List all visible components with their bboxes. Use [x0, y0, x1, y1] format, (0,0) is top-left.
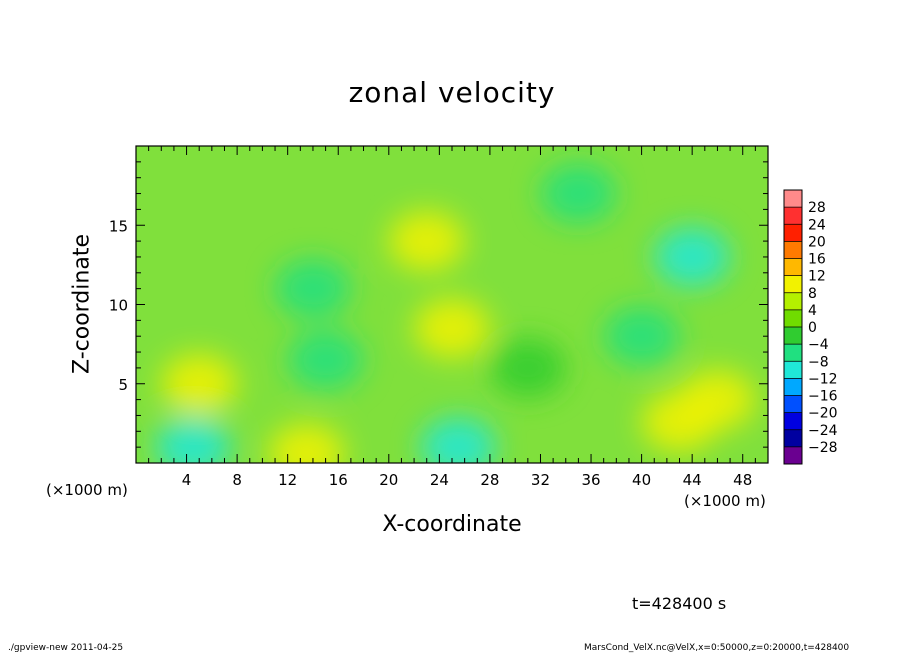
x-tick-label: 12	[278, 471, 297, 489]
colorbar-label: 0	[808, 320, 817, 336]
y-axis-label: Z-coordinate	[69, 234, 95, 374]
footer-source: MarsCond_VelX.nc@VelX,x=0:50000,z=0:2000…	[584, 643, 850, 653]
colorbar-swatch	[784, 190, 802, 208]
colorbar-label: −8	[808, 354, 829, 370]
heatmap-feature	[388, 211, 465, 272]
heatmap-feature	[268, 423, 345, 463]
colorbar-swatch	[784, 241, 802, 259]
heatmap-feature	[274, 258, 351, 319]
x-tick-label: 16	[329, 471, 348, 489]
x-tick-label: 28	[480, 471, 499, 489]
colorbar-swatch	[784, 309, 802, 328]
heatmap-feature	[540, 163, 617, 224]
colorbar-label: −24	[808, 423, 838, 439]
x-unit-label-right: (×1000 m)	[684, 492, 766, 510]
heatmap-feature	[161, 353, 238, 414]
colorbar-label: −20	[808, 406, 838, 422]
colorbar-swatch	[784, 361, 802, 379]
colorbar-swatch	[784, 344, 802, 362]
y-tick-label: 5	[118, 376, 128, 394]
colorbar-swatch	[784, 275, 802, 294]
x-axis: 4 8 12 16 20 24 28 32 36 40 44 48	[148, 146, 756, 489]
colorbar-swatch	[784, 292, 802, 311]
colorbar-label: 20	[808, 234, 826, 250]
colorbar-swatch	[784, 429, 802, 448]
colorbar-label: −12	[808, 371, 838, 387]
colorbar-label: 4	[808, 303, 817, 319]
colorbar-swatch	[784, 258, 802, 277]
colorbar-swatch	[784, 395, 802, 414]
heatmap-feature	[154, 417, 231, 463]
y-axis: 5 10 15	[109, 161, 768, 448]
x-tick-label: 20	[379, 471, 398, 489]
colorbar-swatch	[784, 378, 802, 396]
footer-program: ./gpview-new 2011-04-25	[8, 643, 124, 653]
colorbar-swatch	[784, 207, 802, 225]
colorbar-label: −16	[808, 389, 838, 405]
heatmap-feature	[420, 417, 497, 463]
y-tick-label: 15	[109, 217, 128, 235]
colorbar-label: 24	[808, 217, 826, 233]
colorbar-swatch	[784, 224, 802, 242]
colorbar-label: 12	[808, 269, 826, 285]
colorbar-label: 28	[808, 200, 826, 216]
x-unit-label-left: (×1000 m)	[46, 481, 128, 499]
time-label: t=428400 s	[632, 594, 727, 613]
colorbar-label: −4	[808, 337, 829, 353]
heatmap-feature	[679, 369, 756, 430]
chart-title: zonal velocity	[348, 76, 556, 109]
x-tick-label: 4	[182, 471, 192, 489]
heatmap-feature	[489, 337, 566, 398]
colorbar-label: −28	[808, 440, 838, 456]
y-tick-label: 10	[109, 297, 128, 315]
colorbar-swatch	[784, 446, 802, 465]
colorbar-swatch	[784, 327, 802, 345]
colorbar-label: 8	[808, 286, 817, 302]
x-tick-label: 36	[581, 471, 600, 489]
x-tick-label: 40	[632, 471, 651, 489]
x-tick-label: 48	[733, 471, 752, 489]
heatmap-feature	[414, 298, 490, 359]
x-axis-label: X-coordinate	[382, 512, 522, 537]
x-tick-label: 24	[430, 471, 449, 489]
heatmap-feature	[603, 306, 680, 367]
x-tick-label: 32	[531, 471, 550, 489]
colorbar-label: 16	[808, 252, 826, 268]
x-tick-label: 44	[683, 471, 702, 489]
x-tick-label: 8	[232, 471, 242, 489]
heatmap-field	[136, 146, 768, 463]
colorbar-swatch	[784, 412, 802, 431]
heatmap-feature	[654, 226, 731, 287]
heatmap-feature	[287, 329, 364, 390]
